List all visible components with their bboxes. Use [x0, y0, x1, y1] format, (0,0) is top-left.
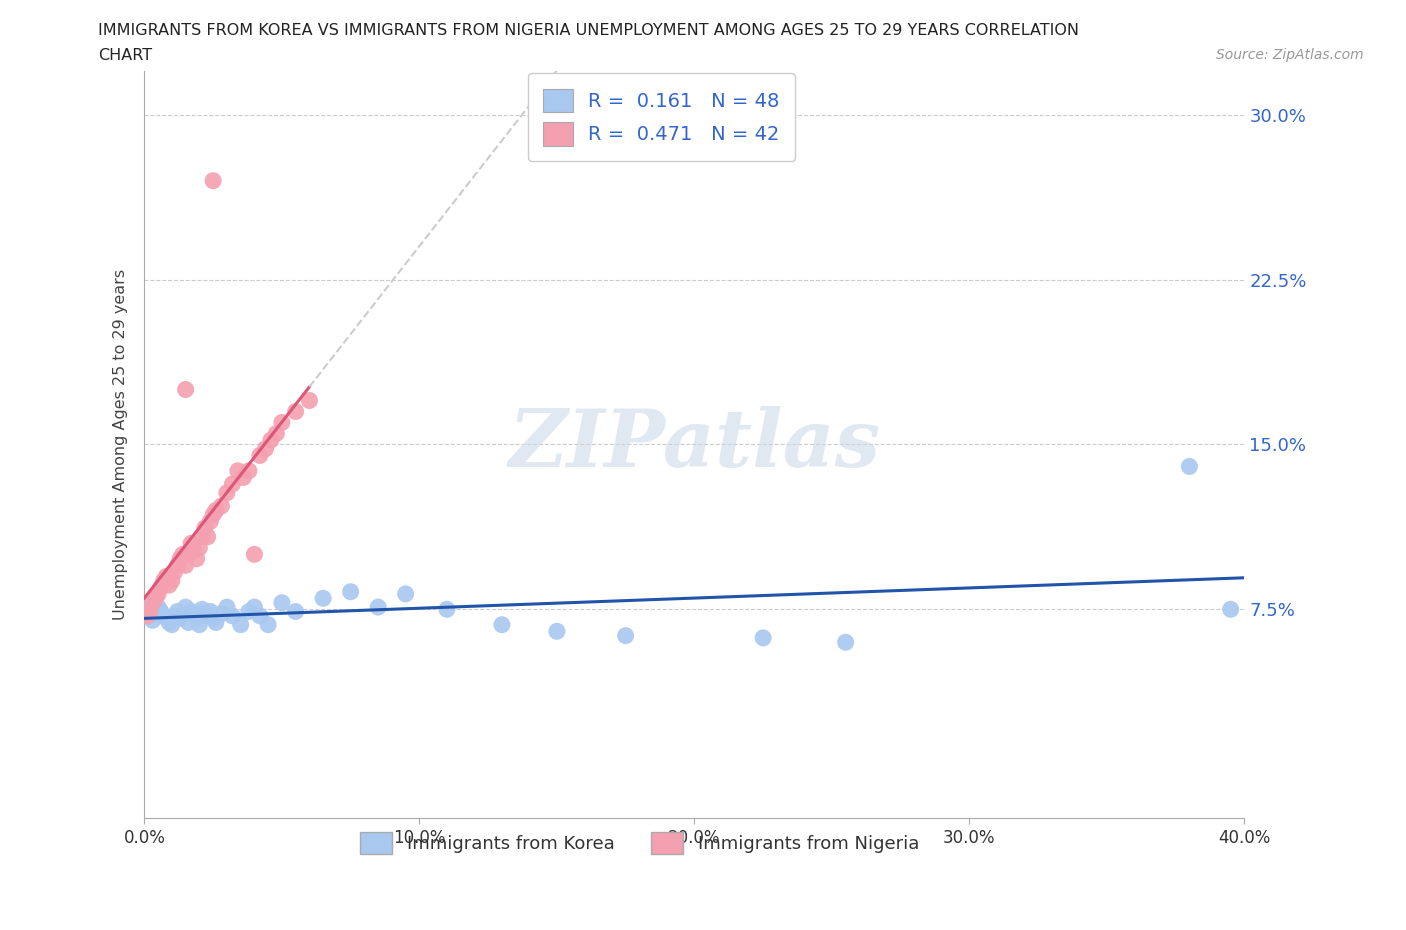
Point	[183, 606, 205, 621]
Point	[260, 432, 283, 447]
Point	[752, 631, 775, 645]
Point	[270, 415, 292, 430]
Point	[243, 547, 266, 562]
Point	[221, 608, 243, 623]
Point	[149, 580, 172, 595]
Point	[142, 613, 165, 628]
Point	[188, 540, 211, 555]
Point	[149, 604, 172, 619]
Point	[146, 600, 169, 615]
Point	[136, 602, 159, 617]
Point	[834, 635, 856, 650]
Point	[177, 615, 200, 630]
Point	[266, 426, 288, 441]
Point	[614, 629, 637, 644]
Point	[339, 584, 361, 599]
Point	[367, 600, 389, 615]
Point	[191, 602, 214, 617]
Point	[436, 602, 458, 617]
Point	[257, 618, 280, 632]
Point	[395, 587, 418, 602]
Point	[226, 463, 249, 478]
Point	[238, 604, 260, 619]
Point	[157, 615, 180, 630]
Point	[205, 615, 228, 630]
Point	[209, 606, 232, 621]
Point	[177, 547, 200, 562]
Point	[284, 404, 307, 418]
Text: ZIPatlas: ZIPatlas	[509, 405, 880, 484]
Point	[172, 547, 194, 562]
Point	[191, 529, 214, 544]
Point	[180, 536, 202, 551]
Point	[139, 608, 162, 623]
Point	[205, 503, 228, 518]
Point	[229, 618, 252, 632]
Point	[174, 382, 197, 397]
Point	[254, 442, 277, 457]
Point	[166, 604, 188, 619]
Point	[221, 476, 243, 491]
Point	[197, 529, 219, 544]
Point	[155, 569, 177, 584]
Point	[160, 618, 183, 632]
Point	[1219, 602, 1241, 617]
Point	[1178, 459, 1201, 474]
Point	[188, 618, 211, 632]
Point	[197, 608, 219, 623]
Point	[163, 608, 186, 623]
Point	[284, 604, 307, 619]
Point	[160, 573, 183, 588]
Y-axis label: Unemployment Among Ages 25 to 29 years: Unemployment Among Ages 25 to 29 years	[114, 269, 128, 620]
Point	[186, 551, 208, 566]
Point	[152, 608, 174, 623]
Point	[169, 551, 191, 566]
Point	[546, 624, 568, 639]
Point	[270, 595, 292, 610]
Point	[194, 521, 217, 536]
Point	[194, 606, 217, 621]
Point	[202, 611, 225, 626]
Text: IMMIGRANTS FROM KOREA VS IMMIGRANTS FROM NIGERIA UNEMPLOYMENT AMONG AGES 25 TO 2: IMMIGRANTS FROM KOREA VS IMMIGRANTS FROM…	[98, 23, 1080, 38]
Point	[139, 604, 162, 619]
Point	[145, 591, 167, 605]
Point	[243, 600, 266, 615]
Point	[174, 558, 197, 573]
Text: Source: ZipAtlas.com: Source: ZipAtlas.com	[1216, 48, 1364, 62]
Point	[200, 514, 222, 529]
Legend: Immigrants from Korea, Immigrants from Nigeria: Immigrants from Korea, Immigrants from N…	[353, 825, 927, 861]
Point	[172, 606, 194, 621]
Point	[200, 604, 222, 619]
Point	[202, 173, 225, 188]
Point	[174, 600, 197, 615]
Point	[142, 595, 165, 610]
Point	[152, 573, 174, 588]
Text: CHART: CHART	[98, 48, 152, 63]
Point	[202, 508, 225, 523]
Point	[312, 591, 335, 605]
Point	[215, 600, 238, 615]
Point	[491, 618, 513, 632]
Point	[232, 470, 254, 485]
Point	[215, 485, 238, 500]
Point	[249, 448, 271, 463]
Point	[249, 608, 271, 623]
Point	[238, 463, 260, 478]
Point	[155, 611, 177, 626]
Point	[298, 393, 321, 408]
Point	[180, 604, 202, 619]
Point	[209, 498, 232, 513]
Point	[157, 578, 180, 592]
Point	[163, 565, 186, 579]
Point	[186, 611, 208, 626]
Point	[136, 608, 159, 623]
Point	[146, 587, 169, 602]
Point	[183, 542, 205, 557]
Point	[145, 606, 167, 621]
Point	[166, 558, 188, 573]
Point	[169, 611, 191, 626]
